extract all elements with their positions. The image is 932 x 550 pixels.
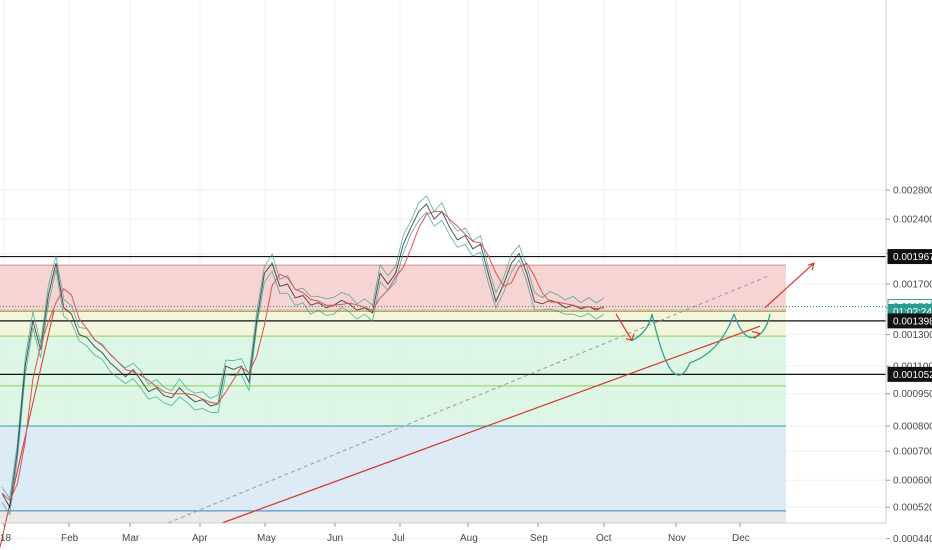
x-tick-label: Oct xyxy=(596,533,612,544)
projection-curve xyxy=(615,313,771,376)
x-tick-label: Sep xyxy=(530,533,548,544)
fib-zones xyxy=(0,264,786,523)
zone-blue xyxy=(0,426,786,511)
zone-green-lower xyxy=(0,385,786,427)
x-axis-ticks: 18 Feb Mar Apr May Jun Jul Aug Sep Oct Nov Dec xyxy=(0,523,750,544)
moving-average-line xyxy=(1,211,605,502)
projection-rise-1 xyxy=(631,313,653,342)
price-series xyxy=(1,195,605,516)
x-tick-label: Nov xyxy=(668,533,686,544)
price-tag-box xyxy=(887,366,932,382)
red-trend-line xyxy=(221,325,761,524)
x-tick-label: Dec xyxy=(732,533,750,544)
x-tick-label: Jun xyxy=(327,533,343,544)
price-tag-label: 01:02:24 xyxy=(893,307,932,318)
x-tick-label: Jul xyxy=(392,533,405,544)
x-tick-label: Feb xyxy=(61,533,79,544)
x-tick-label: 18 xyxy=(0,533,12,544)
price-tags: 0.00196760.001509101:02:240.00139840.001… xyxy=(0,249,932,382)
price-tag-box xyxy=(887,249,932,265)
zone-red xyxy=(0,265,786,311)
lower-band-line xyxy=(1,211,605,516)
zone-green-upper xyxy=(0,336,786,386)
x-tick-label: May xyxy=(257,533,276,544)
x-tick-label: Apr xyxy=(192,533,208,544)
price-tag-label: 0.0010527 xyxy=(893,370,932,381)
price-tag-box xyxy=(887,313,932,329)
y-tick-label: 0.0004400 xyxy=(893,534,932,545)
horizontal-lines xyxy=(0,255,886,375)
zone-grey xyxy=(0,510,786,523)
trend-arrow-head xyxy=(751,330,762,339)
breakout-arrow-head xyxy=(807,262,815,271)
dashed-trend-line xyxy=(167,274,771,524)
price-tag-label: 0.0019676 xyxy=(893,252,932,263)
price-tag-label: 0.0013984 xyxy=(893,316,932,327)
projection-cup xyxy=(651,313,735,376)
upper-band-line xyxy=(1,195,605,500)
projection-drop-arrow xyxy=(615,313,633,341)
price-line xyxy=(1,203,605,509)
breakout-arrow-line xyxy=(764,262,815,309)
x-tick-label: Aug xyxy=(460,533,478,544)
x-tick-label: Mar xyxy=(122,533,140,544)
trend-lines xyxy=(0,262,815,548)
zone-yellow xyxy=(0,310,786,337)
